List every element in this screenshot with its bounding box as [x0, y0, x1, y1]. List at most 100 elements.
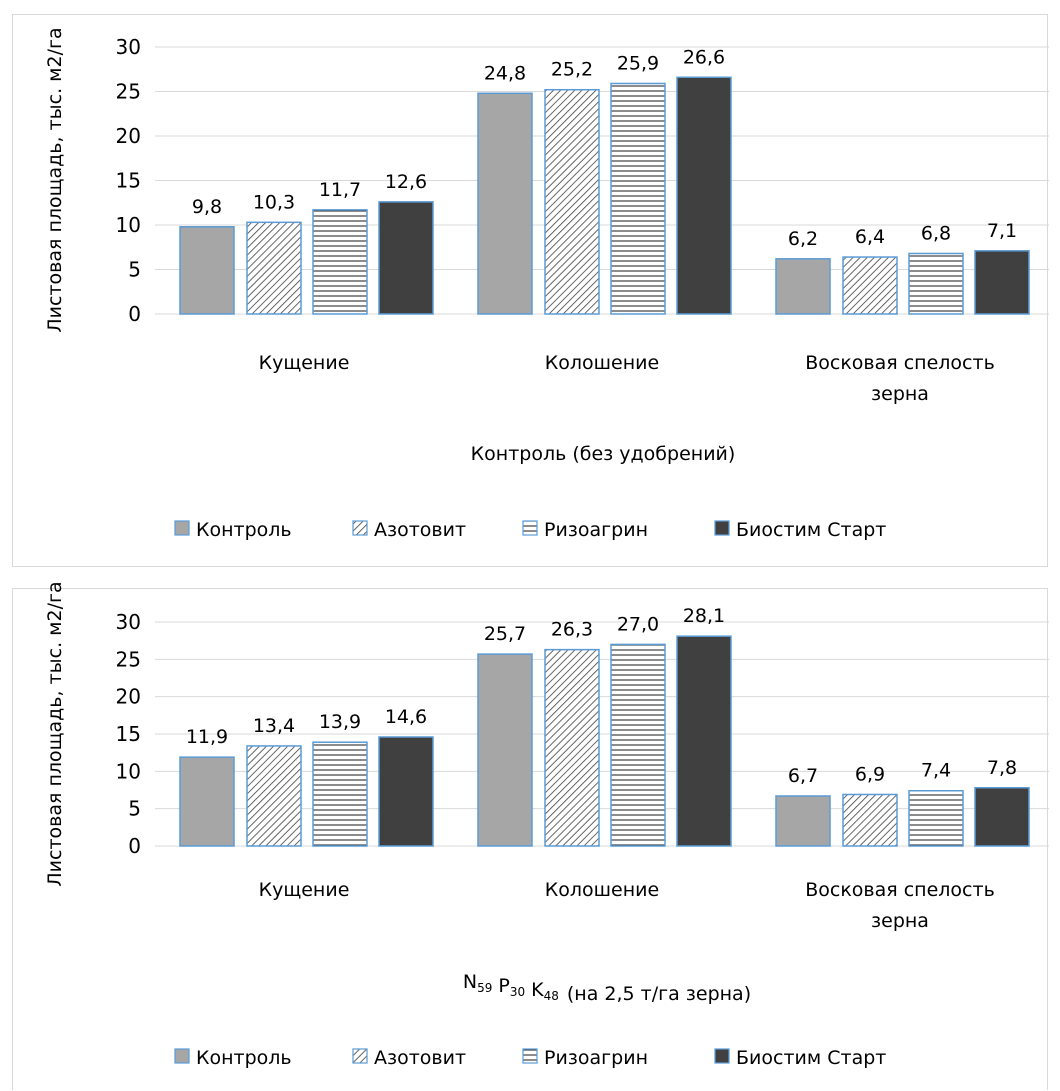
- bar-2-1: [610, 82, 666, 315]
- data-label: 14,6: [385, 706, 427, 728]
- data-label: 28,1: [683, 605, 725, 627]
- bar-3-2: [974, 787, 1030, 847]
- y-axis-label: Листовая площадь, тыс. м2/га: [44, 581, 66, 886]
- legend-swatch-3: [714, 1048, 730, 1064]
- y-tick-label: 20: [116, 685, 141, 709]
- bar-2-2: [908, 789, 964, 847]
- chart-panel-bottom: 0 5 10 15 20 25 30 11,9 13,4 13,9 14,6 Кущение 25,7 2…: [12, 581, 1049, 1090]
- bar-3-1: [676, 76, 732, 315]
- legend-label: Контроль: [196, 1047, 292, 1069]
- y-tick-label: 0: [128, 834, 141, 858]
- formula-element: K: [531, 979, 544, 1001]
- data-label: 26,6: [683, 46, 725, 68]
- bar-2-0: [312, 741, 368, 847]
- bar-1-2: [842, 793, 898, 847]
- bar-0-1: [477, 92, 533, 315]
- data-label: 27,0: [617, 613, 659, 635]
- category-label: Колошение: [545, 352, 659, 374]
- y-tick-label: 20: [116, 124, 141, 148]
- bar-2-2: [908, 252, 964, 315]
- data-label: 6,8: [921, 222, 951, 244]
- bar-2-1: [610, 643, 666, 847]
- legend-swatch-0: [174, 1048, 190, 1064]
- legend-swatch-1: [352, 520, 368, 536]
- legend: Контроль Азотовит Ризоагрин Биостим Старт: [174, 1047, 886, 1069]
- y-axis-label: Листовая площадь, тыс. м2/га: [44, 27, 66, 332]
- chart-panel-top: 0 5 10 15 20 25 30 9,8 10,3 11,7 12,6 Кущение 24,8 25…: [12, 14, 1049, 567]
- data-label: 6,4: [855, 226, 885, 248]
- category-label: Кущение: [259, 352, 350, 374]
- formula-suffix: (на 2,5 т/га зерна): [567, 983, 751, 1005]
- category-label: зерна: [871, 383, 929, 405]
- chart-bottom-svg: 0 5 10 15 20 25 30 11,9 13,4 13,9 14,6 Кущение 25,7 2…: [44, 581, 1049, 1069]
- data-label: 10,3: [253, 191, 295, 213]
- data-label: 24,8: [484, 62, 526, 84]
- formula-subscript: 48: [544, 989, 559, 1003]
- bar-1-1: [544, 648, 600, 847]
- y-tick-label: 10: [116, 213, 141, 237]
- legend-swatch-0: [174, 520, 190, 536]
- y-tick-label: 15: [116, 722, 141, 746]
- category-label: Восковая спелость: [805, 879, 995, 901]
- y-tick-label: 30: [116, 610, 141, 634]
- bar-1-0: [246, 221, 302, 315]
- bar-3-2: [974, 250, 1030, 315]
- legend-swatch-2: [522, 1048, 538, 1064]
- y-tick-label: 25: [116, 80, 141, 104]
- x-axis-title: Контроль (без удобрений): [471, 443, 736, 465]
- data-label: 9,8: [192, 196, 222, 218]
- bar-0-0: [179, 756, 235, 847]
- bar-3-1: [676, 635, 732, 847]
- legend-label: Биостим Старт: [736, 519, 886, 541]
- category-label: Восковая спелость: [805, 352, 995, 374]
- data-label: 7,8: [987, 757, 1017, 779]
- legend-label: Азотовит: [374, 1047, 466, 1069]
- formula-element: P: [498, 975, 509, 997]
- y-tick-label: 10: [116, 759, 141, 783]
- data-label: 11,9: [186, 726, 228, 748]
- bar-0-0: [179, 226, 235, 315]
- bar-1-0: [246, 745, 302, 847]
- bar-0-2: [775, 795, 831, 847]
- data-label: 6,7: [788, 765, 818, 787]
- legend-label: Контроль: [196, 519, 292, 541]
- data-label: 6,9: [855, 763, 885, 785]
- bar-3-0: [378, 201, 434, 315]
- chart-top-svg: 0 5 10 15 20 25 30 9,8 10,3 11,7 12,6 Кущение 24,8 25…: [44, 27, 1049, 541]
- data-label: 25,7: [484, 623, 526, 645]
- y-tick-label: 25: [116, 647, 141, 671]
- y-tick-label: 5: [128, 797, 141, 821]
- data-label: 7,1: [987, 220, 1017, 242]
- category-label: Кущение: [259, 879, 350, 901]
- x-axis-title: N59 P30 K48 (на 2,5 т/га зерна): [463, 971, 751, 1005]
- data-label: 25,2: [551, 59, 593, 81]
- y-tick-label: 0: [128, 302, 141, 326]
- legend-swatch-1: [352, 1048, 368, 1064]
- bar-0-1: [477, 653, 533, 847]
- legend-label: Азотовит: [374, 519, 466, 541]
- bar-3-0: [378, 736, 434, 847]
- y-tick-label: 30: [116, 35, 141, 59]
- legend-swatch-2: [522, 520, 538, 536]
- bar-1-1: [544, 88, 600, 315]
- legend-label: Ризоагрин: [544, 519, 648, 541]
- data-label: 11,7: [319, 179, 361, 201]
- data-label: 13,9: [319, 711, 361, 733]
- legend-swatch-3: [714, 520, 730, 536]
- y-tick-label: 5: [128, 258, 141, 282]
- data-label: 26,3: [551, 619, 593, 641]
- data-label: 6,2: [788, 228, 818, 250]
- y-tick-label: 15: [116, 169, 141, 193]
- legend-label: Биостим Старт: [736, 1047, 886, 1069]
- data-label: 13,4: [253, 715, 295, 737]
- legend-label: Ризоагрин: [544, 1047, 648, 1069]
- data-label: 25,9: [617, 52, 659, 74]
- data-label: 7,4: [921, 760, 951, 782]
- formula-subscript: 59: [477, 981, 492, 995]
- category-label: зерна: [871, 910, 929, 932]
- category-label: Колошение: [545, 879, 659, 901]
- bar-0-2: [775, 258, 831, 315]
- bar-1-2: [842, 256, 898, 315]
- data-label: 12,6: [385, 171, 427, 193]
- legend: Контроль Азотовит Ризоагрин Биостим Старт: [174, 519, 886, 541]
